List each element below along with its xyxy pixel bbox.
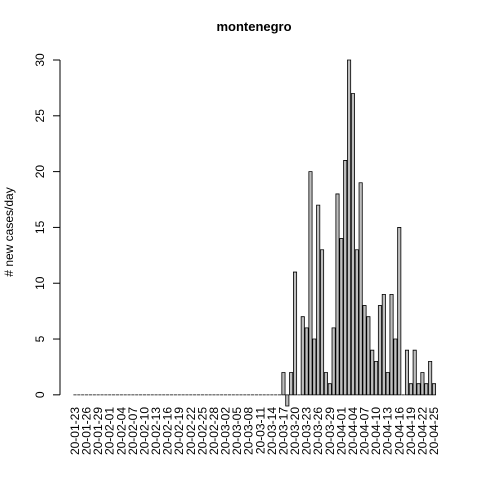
x-tick-label: 20-01-23 — [68, 407, 82, 455]
x-tick-label: 20-01-26 — [80, 407, 94, 455]
x-tick-label: 20-02-01 — [103, 407, 117, 455]
y-tick-label: 0 — [33, 391, 47, 398]
x-tick-label: 20-04-10 — [369, 407, 383, 455]
x-tick-label: 20-02-04 — [114, 407, 128, 455]
bar — [331, 327, 336, 396]
x-tick-label: 20-03-08 — [242, 407, 256, 455]
bar — [320, 249, 325, 396]
bar — [308, 171, 313, 396]
x-tick-label: 20-04-22 — [415, 407, 429, 455]
x-tick-label: 20-03-02 — [219, 407, 233, 455]
x-tick-label: 20-03-20 — [288, 407, 302, 455]
bar — [420, 372, 425, 396]
x-tick-label: 20-02-10 — [137, 407, 151, 455]
y-tick-label: 15 — [33, 220, 47, 234]
bar — [300, 316, 305, 396]
bar — [312, 338, 317, 396]
x-tick-label: 20-03-14 — [265, 407, 279, 455]
x-tick-label: 20-02-28 — [207, 407, 221, 455]
bar — [374, 360, 379, 396]
bar — [327, 383, 332, 396]
bar — [416, 383, 421, 396]
y-tick-label: 30 — [33, 53, 47, 67]
bar — [431, 383, 437, 396]
bar — [389, 293, 394, 396]
y-tick-label: 5 — [33, 335, 47, 342]
x-tick-label: 20-03-23 — [300, 407, 314, 455]
bar — [323, 372, 328, 396]
x-tick-label: 20-04-01 — [334, 407, 348, 455]
bar — [347, 59, 352, 396]
bar — [289, 372, 294, 396]
bar — [412, 349, 417, 396]
x-tick-label: 20-02-22 — [184, 407, 198, 455]
bar — [350, 93, 355, 396]
x-tick-label: 20-04-19 — [404, 407, 418, 455]
bar — [293, 271, 298, 396]
bar — [397, 227, 402, 396]
x-tick-label: 20-04-16 — [392, 407, 406, 455]
bar — [408, 383, 413, 396]
bar — [285, 394, 290, 407]
bar — [335, 193, 340, 396]
x-tick-label: 20-04-13 — [381, 407, 395, 455]
bar — [404, 349, 409, 396]
bar — [385, 372, 390, 396]
bar — [339, 238, 344, 396]
bar — [316, 204, 321, 396]
y-axis-label: # new cases/day — [2, 187, 16, 276]
x-tick-label: 20-02-19 — [172, 407, 186, 455]
x-tick-label: 20-02-25 — [195, 407, 209, 455]
x-tick-label: 20-02-13 — [149, 407, 163, 455]
bar — [424, 383, 429, 396]
x-tick-label: 20-03-17 — [276, 407, 290, 455]
x-tick-label: 20-02-07 — [126, 407, 140, 455]
bar — [304, 327, 309, 396]
y-tick-label: 20 — [33, 165, 47, 179]
x-tick-label: 20-03-11 — [253, 407, 267, 454]
bar — [366, 316, 371, 396]
x-tick-label: 20-04-07 — [358, 407, 372, 455]
bar — [370, 349, 375, 396]
x-tick-label: 20-03-05 — [230, 407, 244, 455]
bar — [343, 160, 348, 396]
bar — [377, 305, 382, 396]
y-tick-label: 25 — [33, 109, 47, 123]
chart-title: montenegro — [216, 19, 291, 34]
bar — [354, 249, 359, 396]
bar — [428, 360, 433, 396]
bar — [281, 372, 286, 396]
y-tick-label: 10 — [33, 276, 47, 290]
x-tick-label: 20-02-16 — [161, 407, 175, 455]
x-tick-label: 20-03-26 — [311, 407, 325, 455]
x-tick-label: 20-03-29 — [323, 407, 337, 455]
bar — [393, 338, 398, 396]
bar — [362, 305, 367, 396]
x-tick-label: 20-04-04 — [346, 407, 360, 455]
bar — [381, 293, 386, 396]
x-tick-label: 20-01-29 — [91, 407, 105, 455]
bar — [358, 182, 363, 396]
x-tick-label: 20-04-25 — [427, 407, 441, 455]
